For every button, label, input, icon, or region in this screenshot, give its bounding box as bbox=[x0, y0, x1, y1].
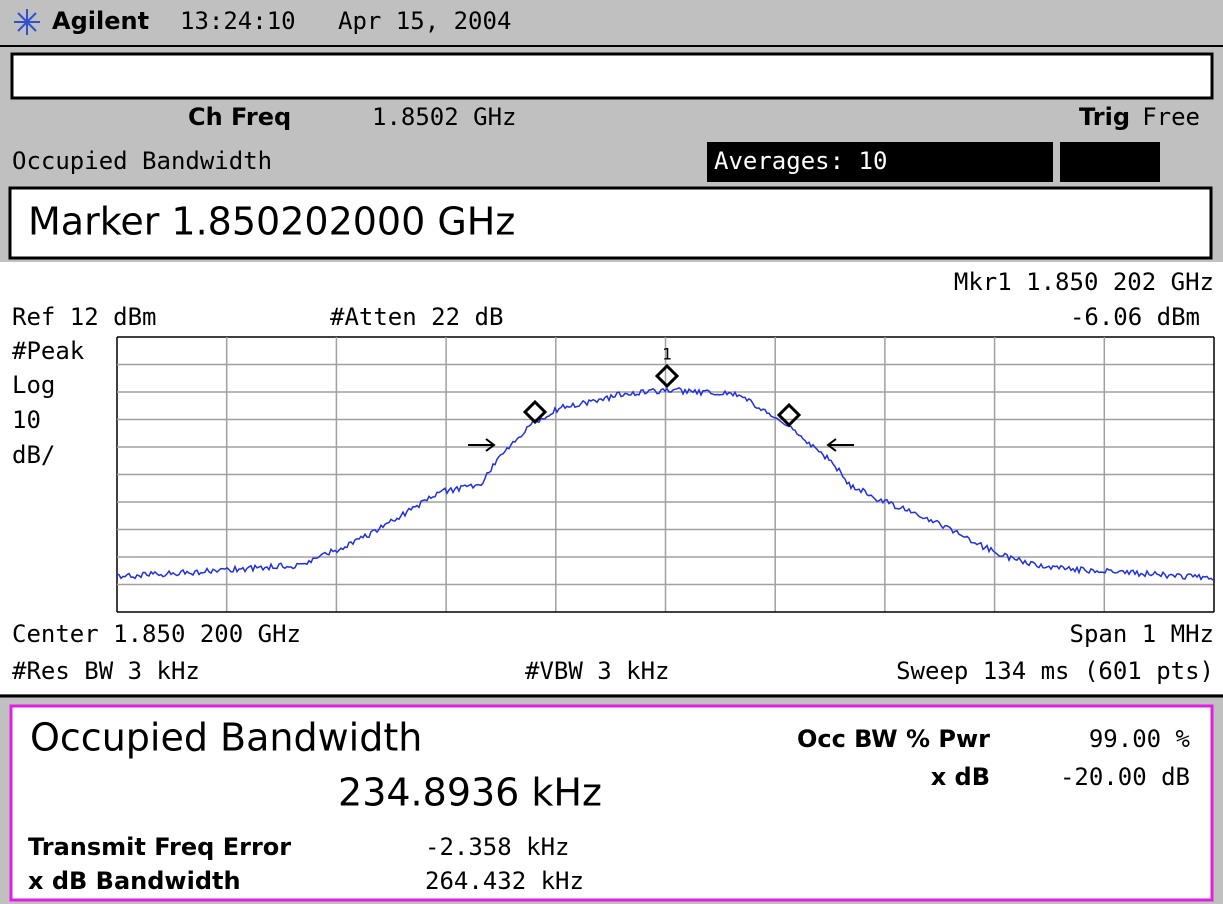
marker-number: 1 bbox=[662, 345, 672, 364]
grid bbox=[116, 336, 1215, 613]
marker-level: -6.06 dBm bbox=[1070, 303, 1200, 331]
freq-error-label: Transmit Freq Error bbox=[28, 833, 291, 861]
detector: #Peak bbox=[12, 337, 85, 365]
arrow bbox=[468, 438, 496, 452]
scale-label: dB/ bbox=[12, 441, 55, 469]
trig: Free bbox=[1142, 103, 1200, 131]
ch-freq: 1.8502 GHz bbox=[372, 103, 517, 131]
xdb-bw: 264.432 kHz bbox=[425, 867, 584, 895]
results-box bbox=[9, 704, 1214, 902]
freq-error: -2.358 kHz bbox=[425, 833, 570, 861]
marker-display: Marker 1.850202000 GHz bbox=[28, 200, 515, 244]
date: Apr 15, 2004 bbox=[338, 7, 511, 35]
graph-area bbox=[0, 262, 1223, 694]
marker-diamond bbox=[776, 402, 802, 428]
time: 13:24:10 bbox=[180, 7, 296, 35]
input-box[interactable] bbox=[10, 52, 1214, 100]
brand: Agilent bbox=[52, 7, 149, 35]
rbw: #Res BW 3 kHz bbox=[12, 657, 200, 685]
marker-box bbox=[8, 186, 1213, 260]
xdb: -20.00 dB bbox=[1060, 763, 1190, 791]
span: Span 1 MHz bbox=[1070, 620, 1215, 648]
arrow bbox=[826, 438, 854, 452]
averages-box bbox=[707, 142, 1053, 182]
bw-arrows bbox=[468, 438, 854, 452]
xdb-bw-label: x dB Bandwidth bbox=[28, 867, 241, 895]
mode: Occupied Bandwidth bbox=[12, 147, 272, 175]
occ-bw: 234.8936 kHz bbox=[338, 771, 602, 815]
logo bbox=[14, 9, 40, 35]
trig-label: Trig bbox=[1079, 103, 1130, 131]
marker-readout: Mkr1 1.850 202 GHz bbox=[954, 268, 1214, 296]
scale-label: Log bbox=[12, 371, 55, 399]
markers bbox=[522, 363, 802, 428]
pwr-label: Occ BW % Pwr bbox=[797, 725, 990, 753]
scale-label: 10 bbox=[12, 406, 41, 434]
xdb-label: x dB bbox=[931, 763, 990, 791]
atten: #Atten 22 dB bbox=[330, 303, 503, 331]
marker-diamond bbox=[654, 363, 680, 389]
ref-level: Ref 12 dBm bbox=[12, 303, 157, 331]
center: Center 1.850 200 GHz bbox=[12, 620, 301, 648]
averages: Averages: 10 bbox=[714, 147, 887, 175]
sweep: Sweep 134 ms (601 pts) bbox=[896, 657, 1214, 685]
status-box bbox=[1060, 142, 1160, 182]
results-title: Occupied Bandwidth bbox=[30, 716, 422, 760]
ch-freq-label: Ch Freq bbox=[188, 103, 291, 131]
pwr: 99.00 % bbox=[1089, 725, 1191, 753]
trace bbox=[116, 387, 1214, 581]
marker-diamond bbox=[522, 399, 548, 425]
vbw: #VBW 3 kHz bbox=[525, 657, 670, 685]
